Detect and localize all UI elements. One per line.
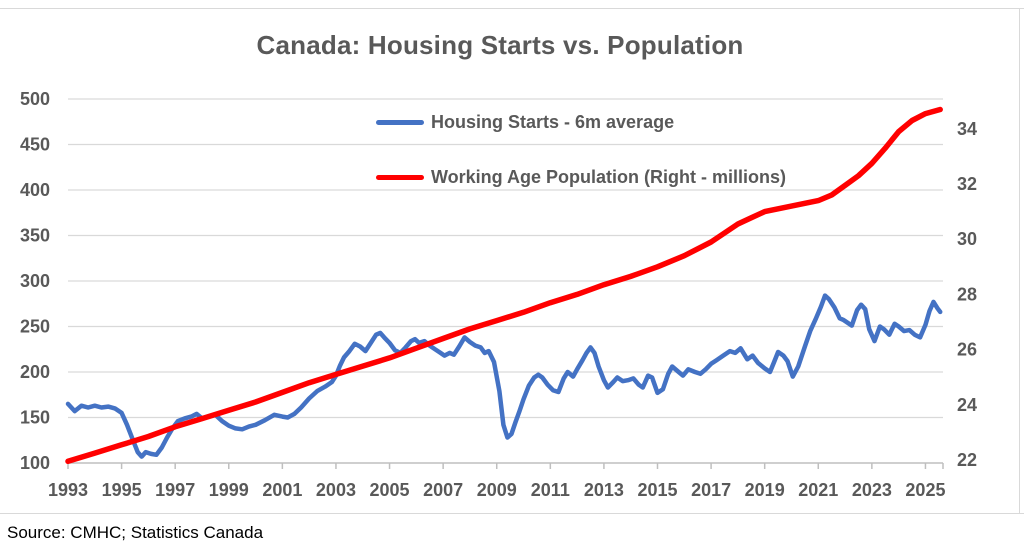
x-axis-label: 2003 bbox=[316, 480, 356, 500]
y-axis-left-label: 500 bbox=[20, 89, 50, 109]
legend-item-population: Working Age Population (Right - millions… bbox=[376, 161, 786, 193]
y-axis-right-label: 26 bbox=[957, 340, 977, 360]
legend-label-population: Working Age Population (Right - millions… bbox=[431, 167, 786, 187]
chart-title: Canada: Housing Starts vs. Population bbox=[256, 30, 744, 60]
x-axis-label: 2001 bbox=[262, 480, 302, 500]
x-axis-label: 1997 bbox=[155, 480, 195, 500]
x-axis-label: 2007 bbox=[423, 480, 463, 500]
legend: Housing Starts - 6m average Working Age … bbox=[376, 106, 786, 216]
y-axis-left-label: 300 bbox=[20, 271, 50, 291]
chart-border-right bbox=[1019, 8, 1020, 513]
y-axis-right-label: 34 bbox=[957, 119, 977, 139]
y-axis-left-label: 200 bbox=[20, 362, 50, 382]
x-axis-label: 2021 bbox=[798, 480, 838, 500]
y-axis-left-label: 250 bbox=[20, 317, 50, 337]
y-axis-right-label: 30 bbox=[957, 229, 977, 249]
x-axis-label: 2019 bbox=[745, 480, 785, 500]
chart-border-bottom bbox=[0, 513, 1024, 514]
legend-label-housing-starts: Housing Starts - 6m average bbox=[431, 112, 675, 132]
y-axis-left-label: 450 bbox=[20, 135, 50, 155]
population-line bbox=[65, 106, 943, 465]
x-axis-label: 1999 bbox=[209, 480, 249, 500]
housing-starts-line bbox=[65, 293, 943, 459]
x-axis-label: 2005 bbox=[370, 480, 410, 500]
y-axis-right-label: 32 bbox=[957, 174, 977, 194]
y-axis-right-label: 22 bbox=[957, 450, 977, 470]
x-axis-label: 2009 bbox=[477, 480, 517, 500]
y-axis-left-label: 400 bbox=[20, 180, 50, 200]
x-axis-label: 2017 bbox=[691, 480, 731, 500]
source-note: Source: CMHC; Statistics Canada bbox=[7, 523, 264, 542]
legend-item-housing-starts: Housing Starts - 6m average bbox=[376, 106, 786, 138]
x-axis-label: 2013 bbox=[584, 480, 624, 500]
y-axis-right-label: 24 bbox=[957, 395, 977, 415]
population-line-icon bbox=[376, 174, 424, 180]
x-axis-label: 1995 bbox=[102, 480, 142, 500]
y-axis-left-label: 150 bbox=[20, 408, 50, 428]
y-axis-left-label: 100 bbox=[20, 453, 50, 473]
x-axis-label: 2025 bbox=[905, 480, 945, 500]
x-axis-label: 2011 bbox=[531, 480, 570, 500]
x-axis-label: 1993 bbox=[48, 480, 88, 500]
y-axis-left-label: 350 bbox=[20, 226, 50, 246]
chart-border-top bbox=[0, 8, 1024, 9]
x-axis-label: 2015 bbox=[637, 480, 677, 500]
housing-starts-line-icon bbox=[376, 119, 424, 125]
x-axis-label: 2023 bbox=[852, 480, 892, 500]
y-axis-right-label: 28 bbox=[957, 284, 977, 304]
